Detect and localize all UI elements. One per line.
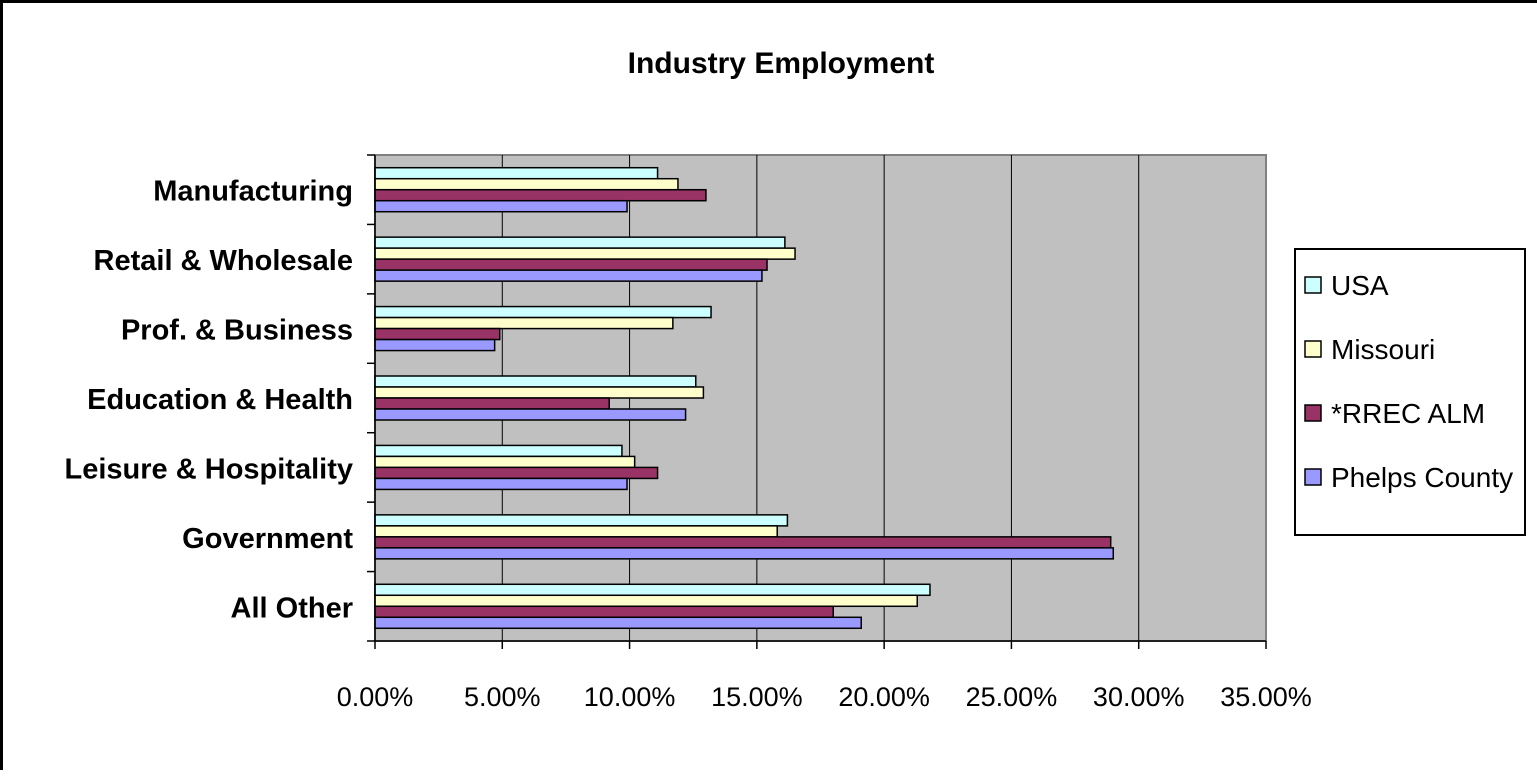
legend-label: USA [1331,270,1389,301]
legend-swatch [1304,468,1322,486]
legend-label: *RREC ALM [1331,398,1485,429]
x-tick-label: 15.00% [711,682,803,712]
category-label: All Other [231,592,353,624]
x-tick-label: 5.00% [464,682,541,712]
bar [374,616,862,630]
category-label: Government [182,523,353,555]
bar [374,305,712,319]
bar [374,177,679,191]
bar [374,188,707,202]
category-label: Leisure & Hospitality [65,453,353,485]
x-tick-label: 35.00% [1220,682,1312,712]
legend-label: Phelps County [1331,462,1513,493]
category-label: Education & Health [87,384,353,416]
bar [374,199,628,213]
bar [374,536,1112,549]
bar [374,583,931,597]
bar [374,408,687,421]
chart-title: Industry Employment [628,47,935,80]
bar [374,547,1115,560]
bar [374,247,796,260]
x-tick-label: 10.00% [584,682,676,712]
x-tick-labels: 0.00% 5.00% 10.00% 15.00% 20.00% 25.00% 30.00%… [337,682,1312,712]
category-labels: Manufacturing Retail & Wholesale Prof. & B… [65,176,354,625]
bar [374,166,659,180]
legend: USA Missouri *RREC ALM Phelps County [1294,248,1526,536]
bar [374,258,768,271]
category-label: Prof. & Business [121,315,353,347]
category-label: Retail & Wholesale [94,245,353,277]
bar [374,327,501,341]
legend-label: Missouri [1331,334,1435,365]
axes [367,154,1267,649]
bar [374,594,918,608]
bar-chart: Industry Employment Manufacturing Retail … [65,47,1526,712]
bar [374,477,628,491]
bar [374,525,778,538]
bar [374,397,610,410]
x-tick-label: 0.00% [337,682,414,712]
bar [374,466,659,480]
legend-items: USA Missouri *RREC ALM Phelps County [1304,270,1513,493]
legend-box [1294,248,1526,536]
bar [374,605,834,619]
legend-swatch [1304,404,1322,422]
bar [374,444,623,458]
x-tick-label: 25.00% [966,682,1058,712]
bar [374,375,697,388]
x-tick-label: 30.00% [1093,682,1185,712]
bar [374,455,636,469]
legend-swatch [1304,276,1322,294]
x-tick-label: 20.00% [838,682,930,712]
bar [374,338,496,352]
bar [374,386,705,399]
bar [374,316,674,330]
gridlines [501,155,1140,641]
bar [374,269,763,282]
category-label: Manufacturing [153,176,353,208]
bar [374,236,786,249]
legend-swatch [1304,340,1322,358]
bar [374,514,789,527]
